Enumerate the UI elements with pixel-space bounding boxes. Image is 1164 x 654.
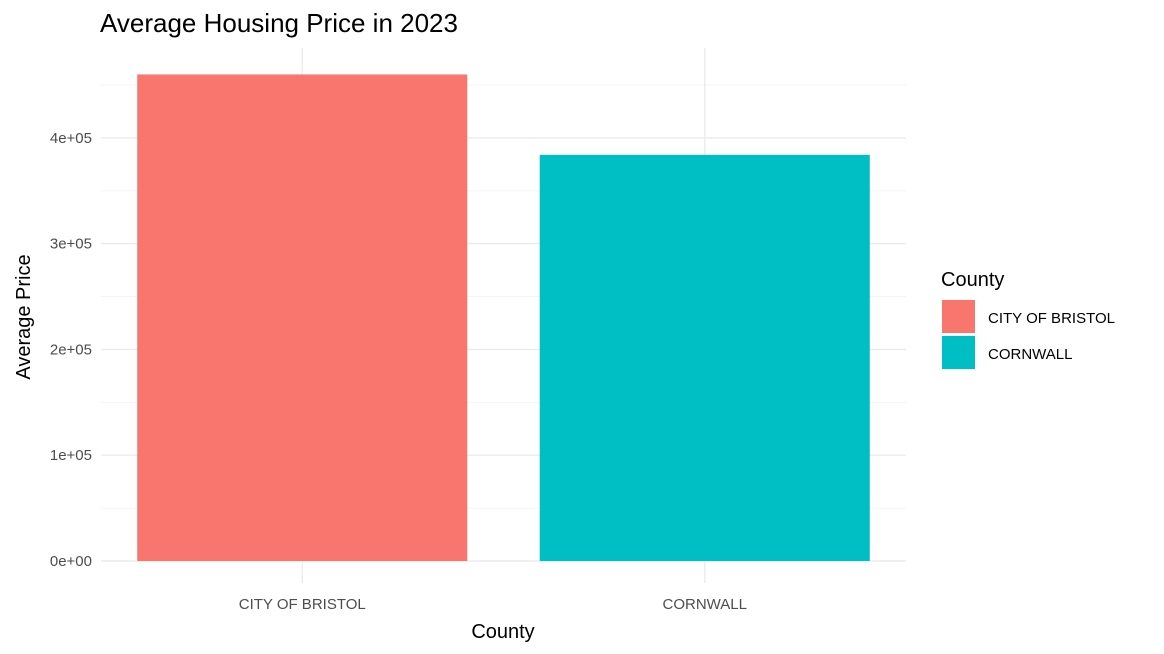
legend-label: CITY OF BRISTOL — [988, 310, 1115, 327]
legend-swatch — [942, 300, 975, 333]
x-axis-title: County — [471, 621, 534, 643]
y-tick-label: 0e+00 — [50, 553, 92, 570]
x-tick-label: CORNWALL — [663, 596, 747, 613]
y-axis-ticks: 0e+00 1e+05 2e+05 3e+05 4e+05 — [50, 130, 92, 570]
bar — [137, 74, 468, 561]
legend: County CITY OF BRISTOL CORNWALL — [941, 269, 1115, 369]
legend-title: County — [941, 269, 1004, 291]
chart-title: Average Housing Price in 2023 — [100, 8, 458, 38]
legend-label: CORNWALL — [988, 346, 1072, 363]
y-tick-label: 2e+05 — [50, 341, 92, 358]
y-axis-title: Average Price — [13, 254, 35, 379]
y-tick-label: 4e+05 — [50, 130, 92, 147]
x-tick-label: CITY OF BRISTOL — [239, 596, 366, 613]
y-tick-label: 1e+05 — [50, 447, 92, 464]
legend-swatch — [942, 336, 975, 369]
x-axis-ticks: CITY OF BRISTOL CORNWALL — [239, 596, 747, 613]
bar — [539, 154, 870, 561]
bars — [137, 74, 870, 561]
y-tick-label: 3e+05 — [50, 236, 92, 253]
